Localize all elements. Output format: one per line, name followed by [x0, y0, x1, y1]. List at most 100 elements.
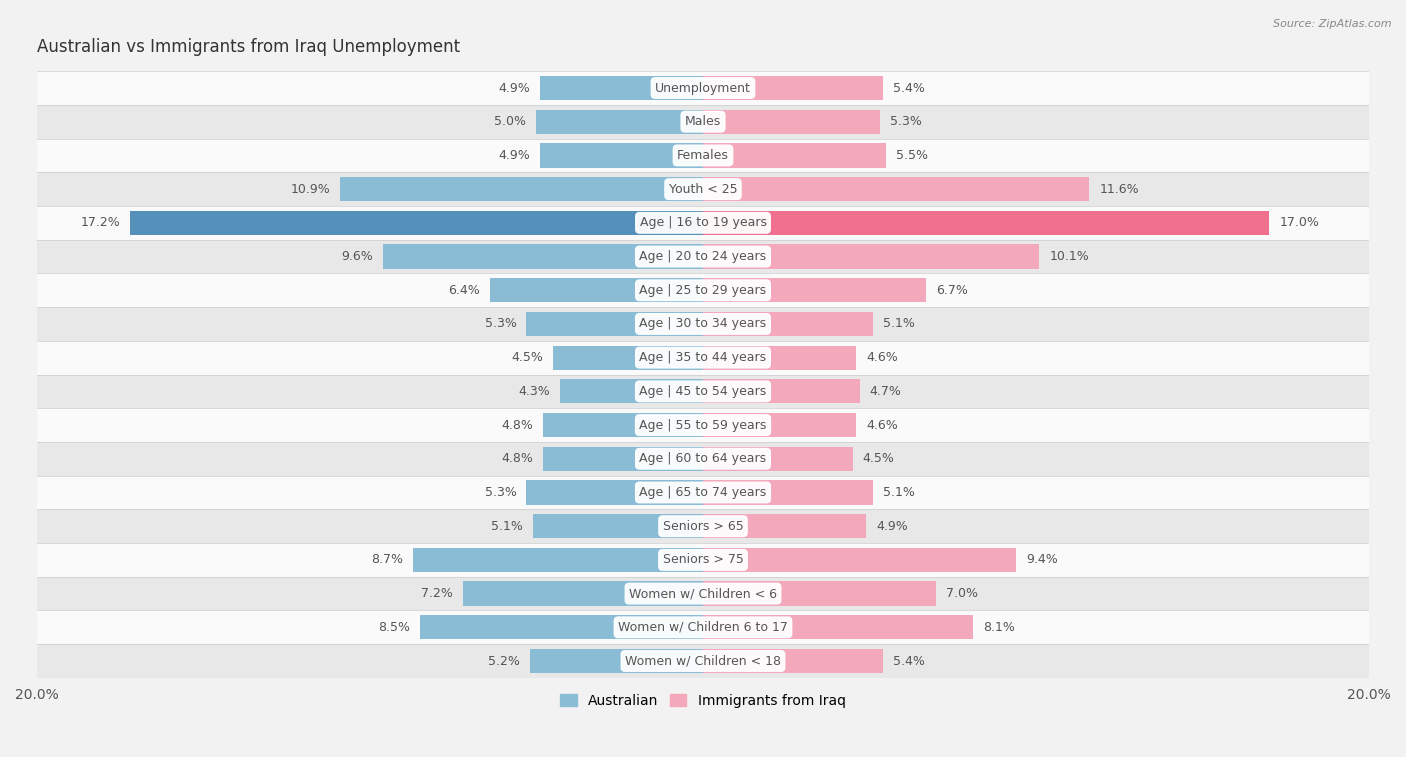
Bar	[703, 481, 873, 505]
Text: 5.3%: 5.3%	[485, 486, 516, 499]
Text: 4.5%: 4.5%	[863, 452, 894, 466]
Text: 7.0%: 7.0%	[946, 587, 979, 600]
Text: Age | 25 to 29 years: Age | 25 to 29 years	[640, 284, 766, 297]
Text: 4.8%: 4.8%	[502, 419, 533, 431]
Text: Age | 55 to 59 years: Age | 55 to 59 years	[640, 419, 766, 431]
Bar	[340, 177, 703, 201]
Text: 4.7%: 4.7%	[869, 385, 901, 398]
Bar	[37, 273, 1369, 307]
Bar	[37, 475, 1369, 509]
Text: 5.3%: 5.3%	[890, 115, 921, 128]
Text: Age | 20 to 24 years: Age | 20 to 24 years	[640, 250, 766, 263]
Text: 5.4%: 5.4%	[893, 655, 925, 668]
Bar	[537, 110, 703, 134]
Bar	[703, 177, 1090, 201]
Bar	[553, 345, 703, 369]
Text: 4.6%: 4.6%	[866, 351, 898, 364]
Text: 9.6%: 9.6%	[342, 250, 373, 263]
Bar	[37, 543, 1369, 577]
Bar	[703, 649, 883, 673]
Bar	[703, 413, 856, 438]
Text: Age | 16 to 19 years: Age | 16 to 19 years	[640, 217, 766, 229]
Bar	[420, 615, 703, 640]
Text: 11.6%: 11.6%	[1099, 182, 1139, 195]
Bar	[703, 245, 1039, 269]
Bar	[703, 345, 856, 369]
Bar	[703, 278, 927, 302]
Bar	[131, 210, 703, 235]
Text: 7.2%: 7.2%	[422, 587, 453, 600]
Bar	[37, 206, 1369, 240]
Text: 4.3%: 4.3%	[517, 385, 550, 398]
Bar	[37, 375, 1369, 408]
Bar	[37, 105, 1369, 139]
Text: Age | 60 to 64 years: Age | 60 to 64 years	[640, 452, 766, 466]
Text: 8.1%: 8.1%	[983, 621, 1015, 634]
Text: Australian vs Immigrants from Iraq Unemployment: Australian vs Immigrants from Iraq Unemp…	[37, 38, 460, 56]
Text: Women w/ Children < 6: Women w/ Children < 6	[628, 587, 778, 600]
Bar	[37, 577, 1369, 610]
Bar	[37, 408, 1369, 442]
Text: Youth < 25: Youth < 25	[669, 182, 737, 195]
Bar	[703, 581, 936, 606]
Bar	[413, 548, 703, 572]
Bar	[703, 143, 886, 167]
Text: Age | 65 to 74 years: Age | 65 to 74 years	[640, 486, 766, 499]
Bar	[37, 240, 1369, 273]
Text: 6.4%: 6.4%	[449, 284, 479, 297]
Bar	[703, 210, 1270, 235]
Text: 6.7%: 6.7%	[936, 284, 967, 297]
Text: 10.1%: 10.1%	[1049, 250, 1090, 263]
Text: Seniors > 75: Seniors > 75	[662, 553, 744, 566]
Bar	[540, 143, 703, 167]
Bar	[37, 610, 1369, 644]
Bar	[526, 312, 703, 336]
Bar	[703, 76, 883, 100]
Text: 8.7%: 8.7%	[371, 553, 404, 566]
Bar	[703, 615, 973, 640]
Text: 17.2%: 17.2%	[80, 217, 120, 229]
Bar	[37, 341, 1369, 375]
Bar	[703, 110, 880, 134]
Text: 5.4%: 5.4%	[893, 82, 925, 95]
Text: 5.1%: 5.1%	[883, 486, 915, 499]
Text: 10.9%: 10.9%	[290, 182, 330, 195]
Text: 4.5%: 4.5%	[512, 351, 543, 364]
Text: 4.9%: 4.9%	[498, 82, 530, 95]
Bar	[560, 379, 703, 403]
Bar	[37, 442, 1369, 475]
Bar	[703, 379, 859, 403]
Bar	[543, 413, 703, 438]
Text: Unemployment: Unemployment	[655, 82, 751, 95]
Text: 4.9%: 4.9%	[498, 149, 530, 162]
Text: 4.9%: 4.9%	[876, 520, 908, 533]
Text: 9.4%: 9.4%	[1026, 553, 1057, 566]
Bar	[526, 481, 703, 505]
Text: Seniors > 65: Seniors > 65	[662, 520, 744, 533]
Bar	[463, 581, 703, 606]
Text: Females: Females	[678, 149, 728, 162]
Text: 5.3%: 5.3%	[485, 317, 516, 331]
Text: 5.1%: 5.1%	[883, 317, 915, 331]
Bar	[37, 307, 1369, 341]
Bar	[37, 71, 1369, 105]
Bar	[543, 447, 703, 471]
Text: Age | 35 to 44 years: Age | 35 to 44 years	[640, 351, 766, 364]
Bar	[530, 649, 703, 673]
Text: 4.6%: 4.6%	[866, 419, 898, 431]
Text: 17.0%: 17.0%	[1279, 217, 1319, 229]
Text: 5.5%: 5.5%	[896, 149, 928, 162]
Text: Males: Males	[685, 115, 721, 128]
Bar	[489, 278, 703, 302]
Legend: Australian, Immigrants from Iraq: Australian, Immigrants from Iraq	[555, 688, 851, 713]
Bar	[703, 548, 1017, 572]
Text: Women w/ Children < 18: Women w/ Children < 18	[626, 655, 780, 668]
Text: Source: ZipAtlas.com: Source: ZipAtlas.com	[1274, 19, 1392, 29]
Bar	[37, 644, 1369, 678]
Bar	[703, 447, 853, 471]
Bar	[37, 139, 1369, 173]
Text: 5.0%: 5.0%	[495, 115, 526, 128]
Bar	[37, 509, 1369, 543]
Text: 4.8%: 4.8%	[502, 452, 533, 466]
Bar	[703, 514, 866, 538]
